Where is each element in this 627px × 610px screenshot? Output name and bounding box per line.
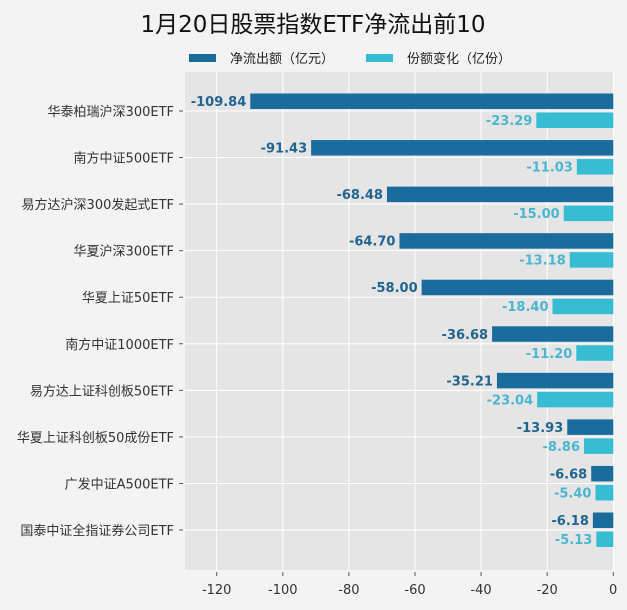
data-label: -109.84 <box>191 95 247 110</box>
bar-net-outflow <box>567 419 614 435</box>
data-label: -5.40 <box>554 486 591 501</box>
y-tick-label: 广发中证A500ETF <box>65 476 174 492</box>
data-label: -15.00 <box>513 207 560 222</box>
x-tick-label: -100 <box>268 583 298 598</box>
data-label: -8.86 <box>543 440 580 455</box>
chart-title: 1月20日股票指数ETF净流出前10 <box>141 12 486 38</box>
bar-net-outflow <box>421 279 614 296</box>
bar-net-outflow <box>592 512 614 528</box>
y-tick-label: 华夏上证50ETF <box>82 291 174 306</box>
data-label: -13.93 <box>517 421 564 436</box>
data-label: -6.18 <box>551 514 588 529</box>
legend: 净流出额（亿元） 份额变化（亿份） <box>189 51 511 67</box>
bar-share-change <box>537 391 614 408</box>
x-tick-label: -60 <box>404 583 425 598</box>
bar-net-outflow <box>311 140 614 156</box>
data-label: -35.21 <box>446 374 493 389</box>
y-tick-label: 南方中证1000ETF <box>65 337 174 353</box>
bar-share-change <box>596 531 614 547</box>
data-label: -5.13 <box>555 533 592 548</box>
x-tick-label: -80 <box>338 583 359 598</box>
y-tick-label: 国泰中证全指证券公司ETF <box>20 523 174 539</box>
bar-share-change <box>576 345 614 361</box>
bar-net-outflow <box>496 372 614 389</box>
data-label: -23.04 <box>487 393 534 408</box>
legend-label: 净流出额（亿元） <box>230 52 334 67</box>
bar-share-change <box>569 252 614 268</box>
bar-net-outflow <box>492 326 614 342</box>
y-axis: 华泰柏瑞沪深300ETF 南方中证500ETF 易方达沪深300发起式ETF 华夏沪深… <box>17 104 183 539</box>
y-tick-label: 易方达沪深300发起式ETF <box>22 197 174 213</box>
data-label: -18.40 <box>502 300 549 315</box>
x-tick-label: -20 <box>537 583 558 598</box>
bar-share-change <box>563 205 614 222</box>
data-label: -68.48 <box>336 188 383 203</box>
y-tick-label: 南方中证500ETF <box>74 151 174 167</box>
x-tick-label: 0 <box>609 583 617 598</box>
bars: -109.84 -23.29 -91.43 -11.03 -68.48 -15.00 -64… <box>191 93 614 548</box>
bar-net-outflow <box>399 233 614 249</box>
data-label: -36.68 <box>442 328 489 343</box>
data-label: -6.68 <box>550 467 587 482</box>
data-label: -13.18 <box>519 254 566 269</box>
data-label: -11.20 <box>526 347 573 362</box>
legend-swatch <box>189 54 216 62</box>
bar-net-outflow <box>591 465 614 482</box>
x-tick-label: -120 <box>202 583 232 598</box>
legend-label: 份额变化（亿份） <box>407 51 511 67</box>
data-label: -58.00 <box>371 281 418 296</box>
bar-share-change <box>584 438 614 454</box>
y-tick-label: 华泰柏瑞沪深300ETF <box>48 104 174 120</box>
legend-swatch <box>366 54 393 62</box>
data-label: -64.70 <box>349 235 396 250</box>
x-tick-label: -40 <box>470 583 491 598</box>
y-tick-label: 华夏上证科创板50成份ETF <box>17 431 174 446</box>
bar-share-change <box>595 484 614 501</box>
bar-net-outflow <box>250 93 614 109</box>
data-label: -11.03 <box>526 161 573 176</box>
bar-share-change <box>536 112 614 128</box>
y-tick-label: 华夏沪深300ETF <box>74 244 174 260</box>
bar-share-change <box>552 298 614 315</box>
bar-net-outflow <box>386 186 614 203</box>
data-label: -23.29 <box>486 114 533 129</box>
bar-share-change <box>576 159 614 175</box>
data-label: -91.43 <box>261 142 308 157</box>
y-tick-label: 易方达上证科创板50ETF <box>30 383 174 399</box>
x-axis: -120 -100 -80 -60 -40 -20 0 <box>202 572 617 598</box>
